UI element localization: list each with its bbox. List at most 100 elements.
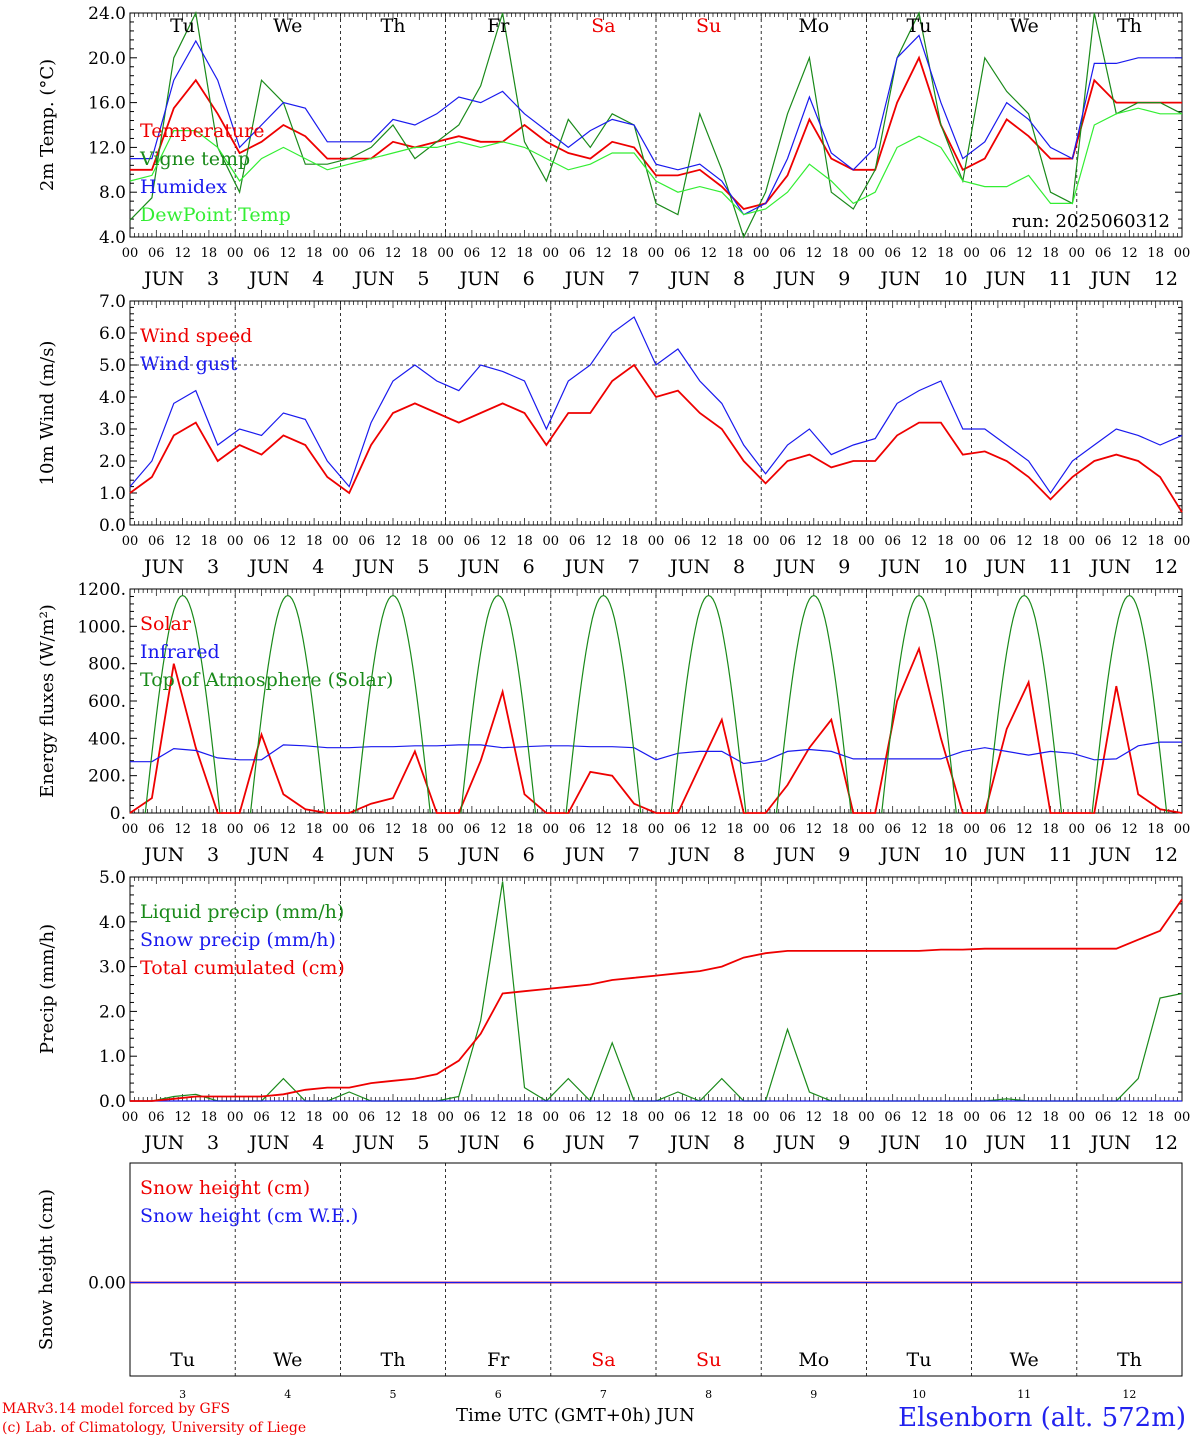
y-tick-label: 0.0 <box>99 1092 126 1112</box>
x-hour-label: 12 <box>280 246 297 261</box>
legend-entry: Wind gust <box>140 353 238 375</box>
x-month-label: JUN <box>563 844 605 866</box>
x-month-label: JUN <box>984 556 1026 578</box>
x-hour-label: 06 <box>148 246 165 261</box>
x-hour-label: 18 <box>516 246 533 261</box>
bottom-day-number: 5 <box>390 1388 397 1401</box>
x-hour-label: 06 <box>779 534 796 549</box>
legend-entry: Snow height (cm) <box>140 1177 310 1199</box>
x-hour-label: 06 <box>779 1110 796 1125</box>
x-hour-label: 00 <box>648 534 665 549</box>
day-name-label: We <box>1010 15 1039 37</box>
x-month-label: JUN <box>984 844 1026 866</box>
y-tick-label: 1000. <box>77 617 126 637</box>
legend-entry: Vigne temp <box>139 148 250 170</box>
x-hour-label: 00 <box>543 822 560 837</box>
x-hour-label: 12 <box>1016 534 1033 549</box>
panel-4: Precip (mm/h) 0.0 1.0 2.0 3.0 4.0 5.0 00 06 12 18 0… <box>37 868 1190 1154</box>
y-tick-label: 200. <box>88 767 126 787</box>
x-hour-label: 18 <box>1042 246 1059 261</box>
x-hour-label: 12 <box>700 1110 717 1125</box>
x-hour-label: 00 <box>858 822 875 837</box>
y-axis-label: 2m Temp. (°C) <box>37 59 58 191</box>
x-hour-label: 12 <box>700 534 717 549</box>
day-name-label: Th <box>381 1349 406 1371</box>
x-month-label: JUN <box>984 268 1026 290</box>
x-hour-label: 00 <box>1174 534 1191 549</box>
x-month-label: JUN <box>247 844 289 866</box>
x-hour-label: 18 <box>411 534 428 549</box>
x-hour-label: 12 <box>385 1110 402 1125</box>
x-day-label: 10 <box>943 556 967 578</box>
x-hour-label: 18 <box>411 822 428 837</box>
x-month-label: JUN <box>458 844 500 866</box>
x-hour-label: 06 <box>1095 822 1112 837</box>
x-hour-label: 12 <box>280 534 297 549</box>
y-tick-label: 5.0 <box>99 868 126 888</box>
x-month-label: JUN <box>352 1132 394 1154</box>
x-hour-label: 06 <box>990 534 1007 549</box>
x-hour-label: 18 <box>621 534 638 549</box>
y-tick-label: 1.0 <box>99 1047 126 1067</box>
x-month-label: JUN <box>1089 268 1131 290</box>
x-hour-label: 00 <box>858 1110 875 1125</box>
x-hour-label: 00 <box>122 534 139 549</box>
x-day-label: 4 <box>312 844 324 866</box>
x-month-label: JUN <box>142 1132 184 1154</box>
x-hour-label: 18 <box>937 1110 954 1125</box>
y-tick-label: 24.0 <box>88 4 126 24</box>
x-month-label: JUN <box>352 844 394 866</box>
x-hour-label: 18 <box>1147 246 1164 261</box>
x-month-label: JUN <box>458 1132 500 1154</box>
model-credit: MARv3.14 model forced by GFS <box>2 1401 231 1417</box>
x-hour-label: 18 <box>832 534 849 549</box>
x-hour-label: 06 <box>674 1110 691 1125</box>
panel-1: 2m Temp. (°C) 4.0 8.0 12.0 16.0 20.0 24.0 00 06 1… <box>37 4 1190 290</box>
y-tick-label: 6.0 <box>99 324 126 344</box>
x-hour-label: 18 <box>306 534 323 549</box>
x-hour-label: 06 <box>148 534 165 549</box>
x-hour-label: 00 <box>1069 534 1086 549</box>
x-day-label: 4 <box>312 556 324 578</box>
lab-credit: (c) Lab. of Climatology, University of L… <box>2 1420 307 1436</box>
series-line-humidex <box>130 34 1182 216</box>
x-hour-label: 06 <box>358 534 375 549</box>
x-hour-label: 06 <box>253 534 270 549</box>
x-month-label: JUN <box>142 844 184 866</box>
y-tick-label: 2.0 <box>99 452 126 472</box>
x-hour-label: 18 <box>201 1110 218 1125</box>
x-hour-label: 12 <box>1121 534 1138 549</box>
x-month-label: JUN <box>668 268 710 290</box>
x-month-label: JUN <box>247 1132 289 1154</box>
x-hour-label: 06 <box>569 822 586 837</box>
x-hour-label: 18 <box>727 1110 744 1125</box>
day-name-label: Tu <box>170 1349 195 1371</box>
x-hour-label: 18 <box>201 822 218 837</box>
y-tick-label: 1.0 <box>99 484 126 504</box>
x-hour-label: 06 <box>148 822 165 837</box>
x-hour-label: 18 <box>1042 534 1059 549</box>
x-hour-label: 12 <box>595 822 612 837</box>
x-day-label: 7 <box>628 1132 640 1154</box>
x-hour-label: 12 <box>280 1110 297 1125</box>
x-hour-label: 00 <box>858 246 875 261</box>
x-day-label: 9 <box>838 844 850 866</box>
x-day-label: 11 <box>1049 1132 1073 1154</box>
x-hour-label: 06 <box>990 1110 1007 1125</box>
y-tick-label: 4.0 <box>99 388 126 408</box>
x-hour-label: 00 <box>648 246 665 261</box>
series-line-vigne-temp <box>129 11 1183 239</box>
x-hour-label: 18 <box>727 534 744 549</box>
x-hour-label: 12 <box>595 1110 612 1125</box>
x-hour-label: 06 <box>464 1110 481 1125</box>
day-name-label: Th <box>1117 15 1142 37</box>
x-month-label: JUN <box>563 556 605 578</box>
x-hour-label: 06 <box>464 246 481 261</box>
x-hour-label: 18 <box>411 1110 428 1125</box>
x-hour-label: 00 <box>122 246 139 261</box>
x-hour-label: 06 <box>884 534 901 549</box>
x-hour-label: 00 <box>1069 246 1086 261</box>
x-hour-label: 00 <box>332 246 349 261</box>
y-tick-label: 1200. <box>77 580 126 600</box>
